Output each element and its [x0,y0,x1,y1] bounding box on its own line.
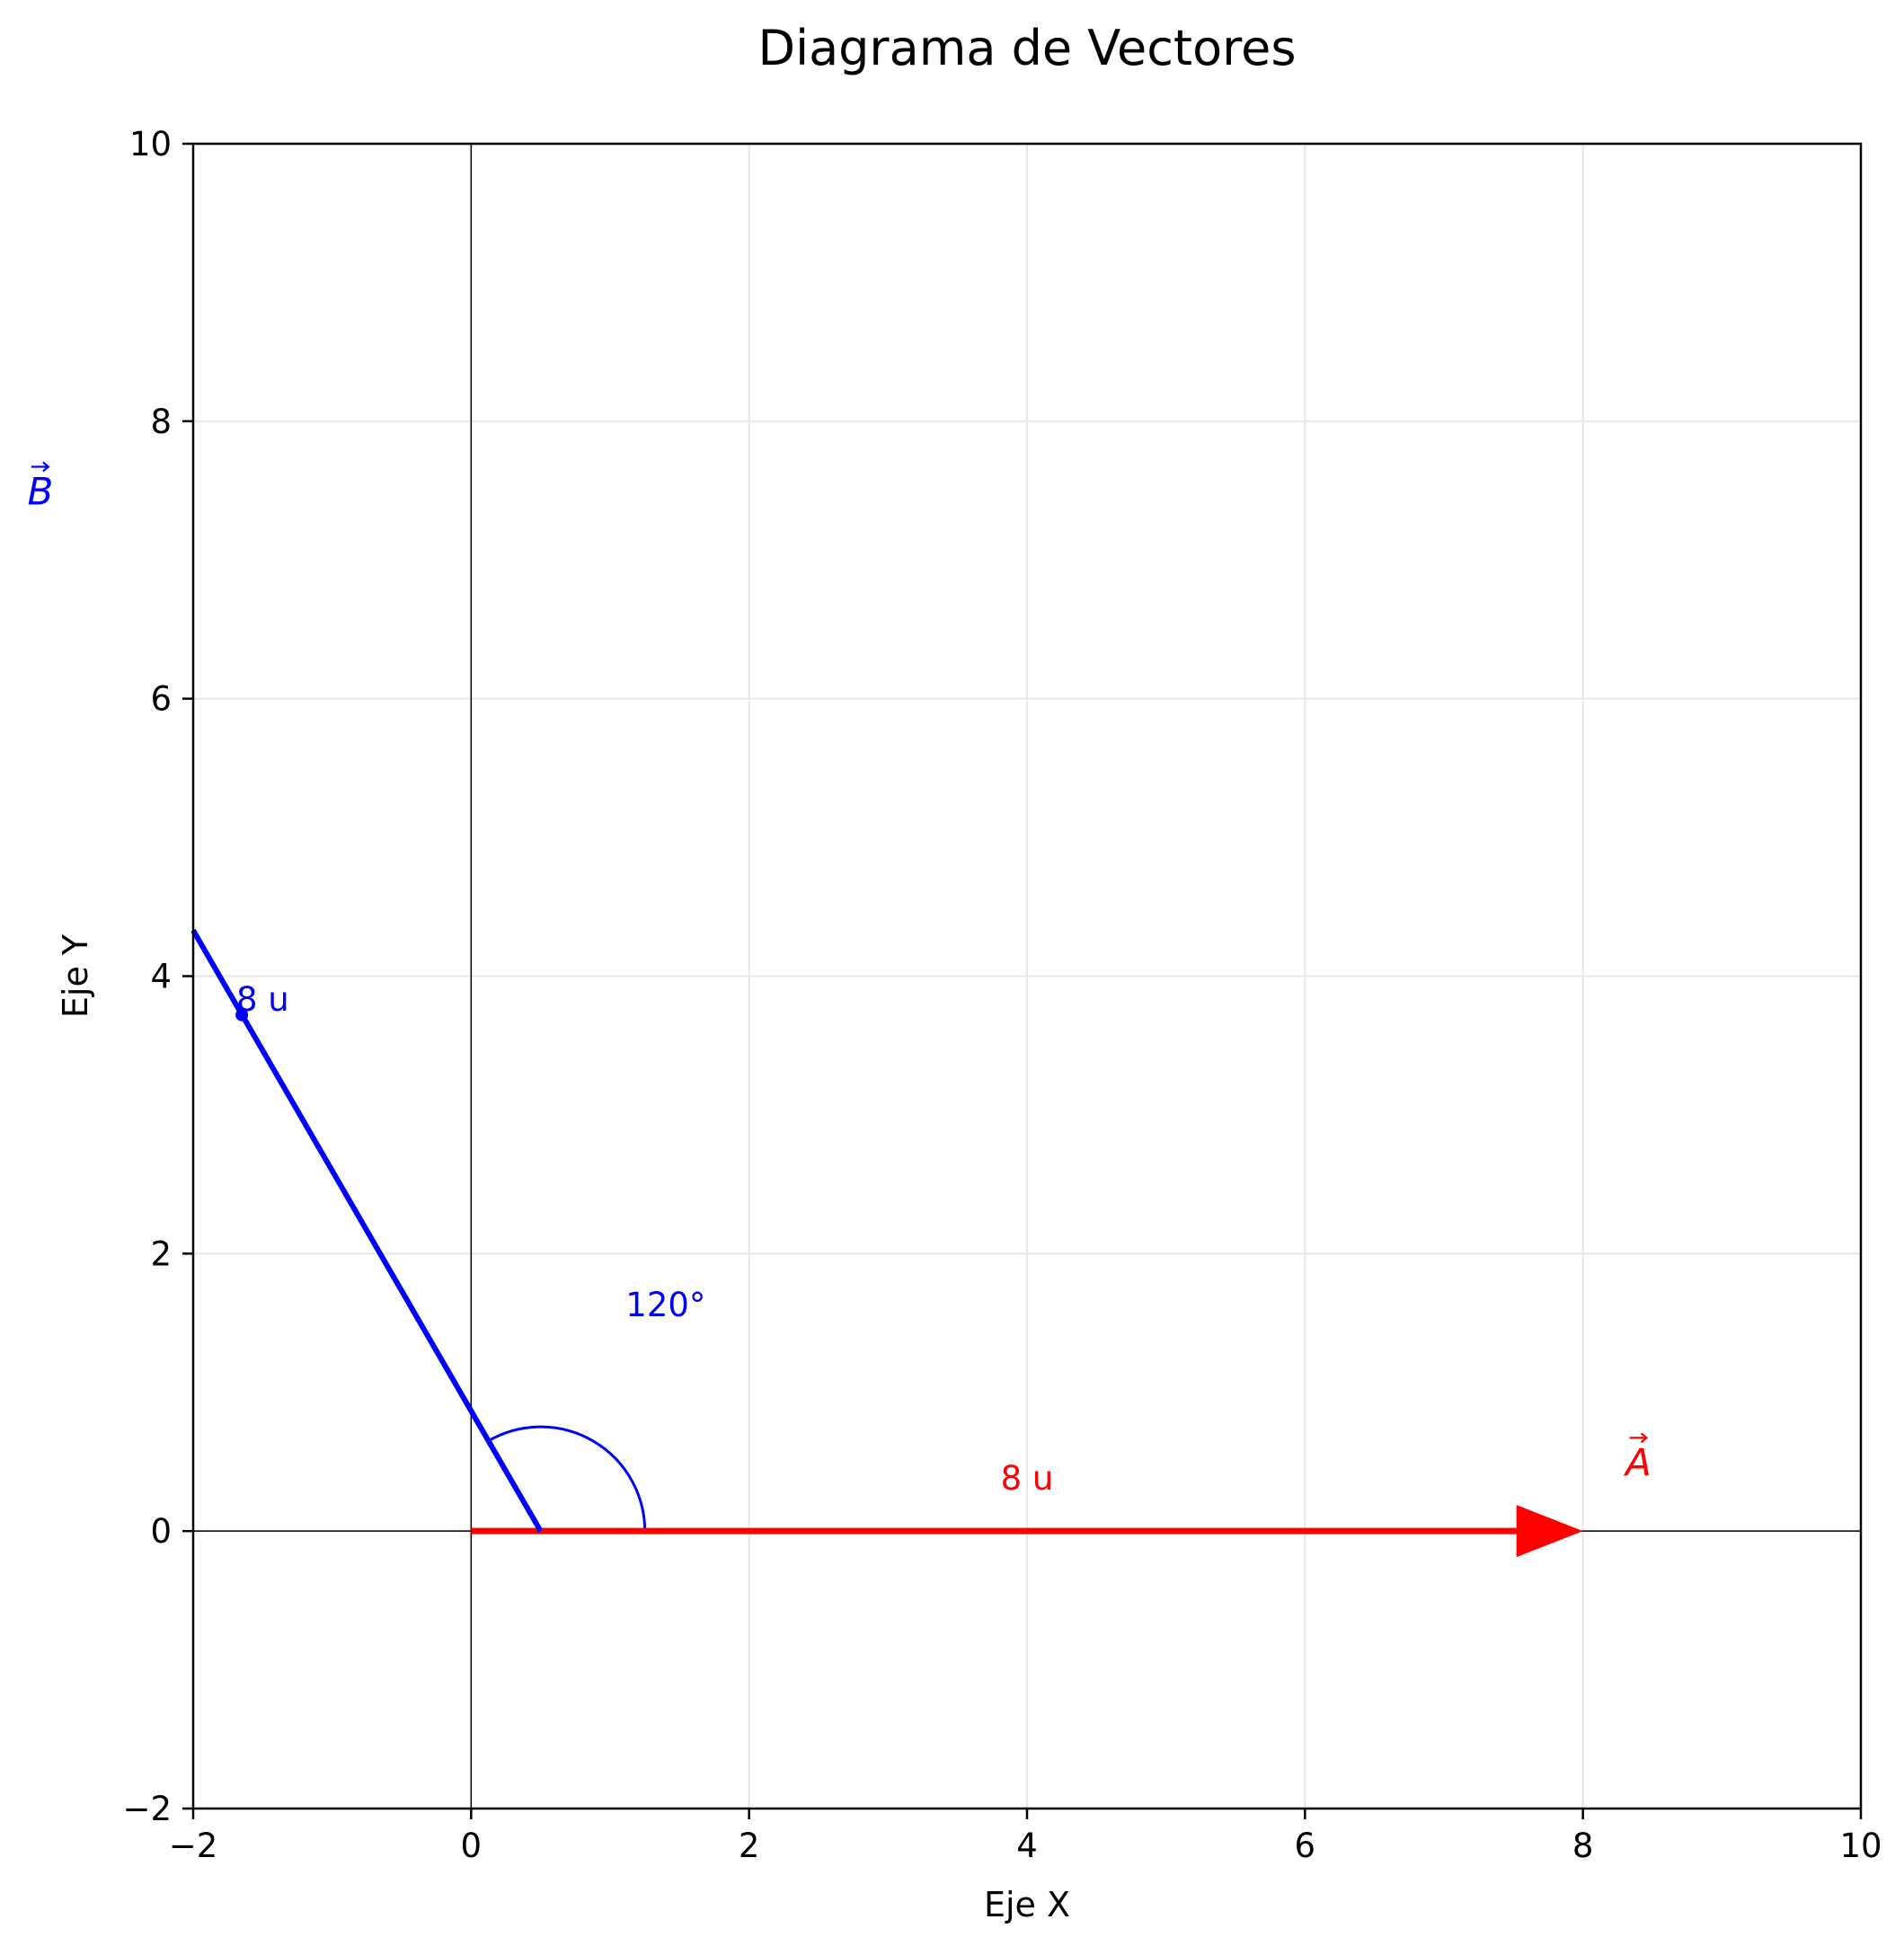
x-axis-label: Eje X [984,1885,1070,1924]
angle-label: 120° [625,1286,705,1324]
ticks: −2 0 2 4 6 8 10 −2 0 2 4 6 8 10 [122,125,1882,1865]
vectors [190,929,1583,1558]
vector-a-magnitude-label: 8 u [1001,1459,1054,1498]
x-tick-label: 4 [1016,1827,1038,1865]
y-tick-label: 6 [150,680,172,719]
x-tick-label: 0 [461,1827,483,1865]
vector-a-name-label-arrow-head [1640,1432,1649,1444]
angle-marker [487,1425,647,1532]
chart-title: Diagrama de Vectores [757,20,1296,76]
vector-a-name-label: A [1623,1440,1652,1484]
y-tick-label: 4 [150,958,172,996]
y-tick-label: −2 [122,1790,172,1828]
vector-b-dot [235,1008,249,1022]
x-tick-label: 8 [1572,1827,1594,1865]
x-tick-label: −2 [169,1827,218,1865]
y-tick-label: 2 [150,1234,172,1273]
x-tick-label: 2 [739,1827,760,1865]
vector-b-name-label-arrow-head [42,461,50,473]
y-tick-label: 0 [150,1512,172,1551]
x-tick-label: 6 [1295,1827,1316,1865]
vector-b-name-label: B [27,469,53,513]
vector-b-magnitude-label: 8 u [236,980,289,1019]
y-tick-label: 8 [150,402,172,441]
vector-a-arrowhead [1516,1505,1583,1558]
vector-b-line [190,929,544,1533]
annotations: 8 u 8 u 120° A B [27,461,1652,1498]
y-axis-label: Eje Y [56,933,95,1018]
x-tick-label: 10 [1839,1827,1882,1865]
angle-arc [487,1425,647,1532]
y-tick-label: 10 [129,125,172,164]
